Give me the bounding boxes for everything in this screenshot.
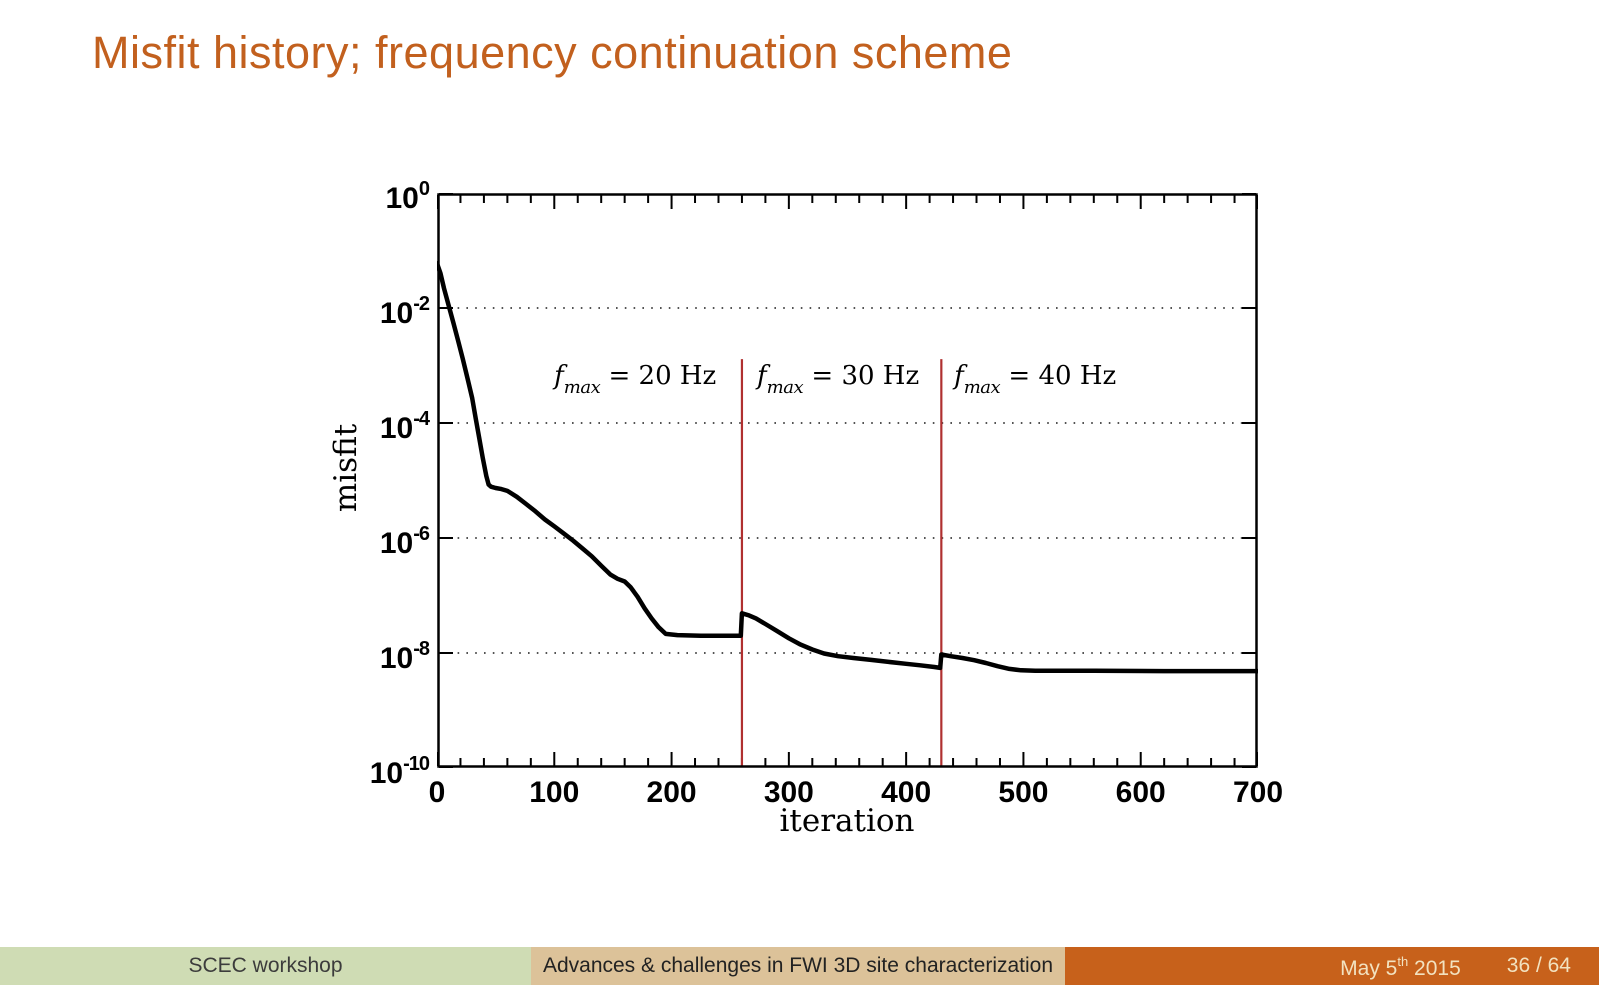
y-tick-label: 10-6 [379, 523, 430, 560]
footer-bar: SCEC workshop Advances & challenges in F… [0, 947, 1599, 985]
fmax-annotation: fmax = 40 Hz [954, 361, 1117, 399]
x-tick-label: 600 [1115, 776, 1166, 809]
x-tick-label: 300 [763, 776, 814, 809]
footer-date-sup: th [1397, 954, 1409, 969]
plot-border [437, 193, 1258, 768]
page-title: Misfit history; frequency continuation s… [92, 27, 1013, 78]
footer-date-page: May 5th 2015 36 / 64 [1065, 947, 1599, 985]
y-tick-label: 10-10 [369, 753, 430, 790]
y-tick-label: 10-4 [379, 408, 430, 445]
footer-date: May 5th 2015 [1340, 944, 1461, 988]
gridlines [440, 307, 1255, 654]
x-tick-label: 700 [1232, 776, 1284, 809]
footer-date-pre: May 5 [1340, 957, 1398, 980]
y-tick-label: 100 [385, 178, 431, 215]
plot-area [437, 193, 1258, 768]
y-tick-label: 10-2 [379, 293, 430, 330]
misfit-curve [437, 261, 1258, 674]
y-axis-title: misfit [328, 423, 364, 513]
x-tick-label: 500 [998, 776, 1049, 809]
footer-workshop-label: SCEC workshop [0, 947, 531, 985]
y-tick-label: 10-8 [379, 638, 430, 675]
fmax-annotation: fmax = 20 Hz [554, 361, 717, 399]
x-tick-label: 200 [646, 776, 697, 809]
x-tick-label: 0 [428, 776, 446, 809]
x-axis-title: iteration [779, 803, 915, 839]
footer-date-post: 2015 [1408, 957, 1461, 980]
fmax-annotation: fmax = 30 Hz [757, 361, 920, 399]
axis-ticks [437, 193, 1258, 768]
footer-page-number: 36 / 64 [1506, 954, 1571, 977]
frequency-vlines [740, 359, 943, 766]
footer-talk-title: Advances & challenges in FWI 3D site cha… [531, 947, 1065, 985]
x-tick-label: 400 [881, 776, 932, 809]
x-tick-label: 100 [529, 776, 580, 809]
